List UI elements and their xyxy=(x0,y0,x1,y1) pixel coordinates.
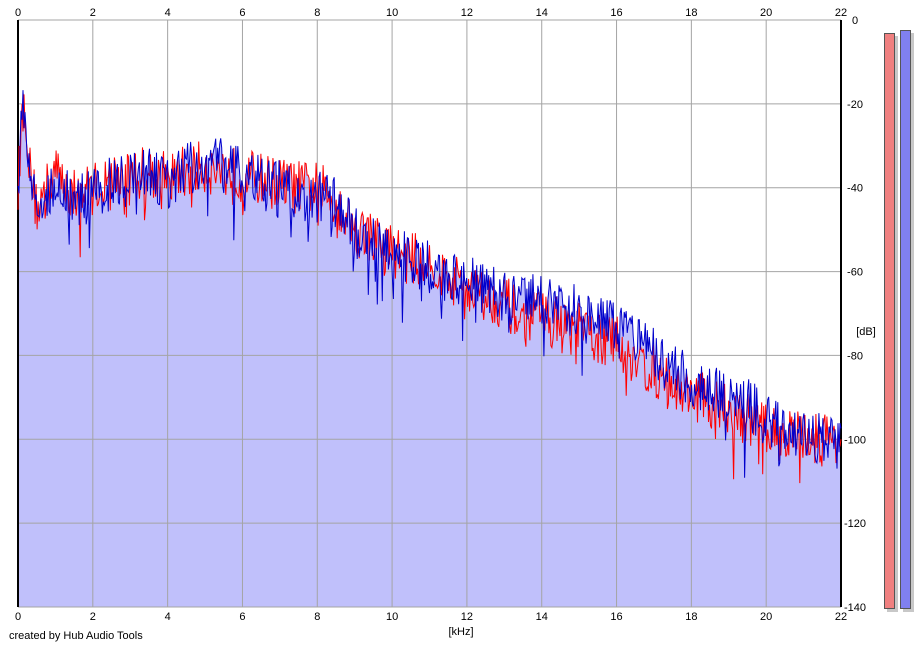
x-ticks-top: 0 2 4 6 8 10 12 14 16 18 20 22 xyxy=(15,7,847,19)
x-tick-label-bottom: 4 xyxy=(165,611,171,623)
x-tick-label-top: 12 xyxy=(461,7,473,19)
x-tick-label-top: 20 xyxy=(760,7,772,19)
x-tick-label-top: 22 xyxy=(835,7,847,19)
x-tick-label-bottom: 18 xyxy=(685,611,697,623)
x-tick-label-top: 14 xyxy=(536,7,548,19)
x-ticks-bottom: 0 2 4 6 8 10 12 14 16 18 20 22 xyxy=(15,611,847,623)
x-tick-label-bottom: 14 xyxy=(536,611,548,623)
y-tick-label: -20 xyxy=(847,99,863,111)
x-tick-label-top: 10 xyxy=(386,7,398,19)
x-axis-label: [kHz] xyxy=(448,626,473,638)
y-tick-label: -100 xyxy=(844,434,866,446)
y-tick-label: -140 xyxy=(844,602,866,614)
y-tick-label: -120 xyxy=(844,518,866,530)
y-tick-label: -40 xyxy=(847,183,863,195)
right-channel-line xyxy=(17,90,842,478)
y-axis-label: [dB] xyxy=(856,326,876,338)
spectrum-area xyxy=(18,90,841,608)
x-tick-label-bottom: 12 xyxy=(461,611,473,623)
spectrum-fill-area xyxy=(18,90,841,608)
credit-text: created by Hub Audio Tools xyxy=(9,630,143,642)
x-tick-label-bottom: 10 xyxy=(386,611,398,623)
x-tick-label-top: 2 xyxy=(90,7,96,19)
x-tick-label-bottom: 22 xyxy=(835,611,847,623)
x-tick-label-top: 18 xyxy=(685,7,697,19)
x-tick-label-top: 6 xyxy=(239,7,245,19)
grid-lines xyxy=(17,19,842,608)
x-tick-label-top: 16 xyxy=(610,7,622,19)
y-tick-label: -60 xyxy=(847,267,863,279)
x-tick-label-bottom: 6 xyxy=(239,611,245,623)
y-tick-label: -80 xyxy=(847,350,863,362)
x-tick-label-top: 0 xyxy=(15,7,21,19)
left-level-meter xyxy=(884,32,895,609)
x-tick-label-bottom: 20 xyxy=(760,611,772,623)
x-tick-label-top: 4 xyxy=(165,7,171,19)
right-level-meter xyxy=(900,30,911,609)
right-channel-series xyxy=(17,90,842,478)
x-tick-label-bottom: 2 xyxy=(90,611,96,623)
y-ticks: 0 -20 -40 -60 -80 -100 -120 -140 xyxy=(844,15,866,614)
x-tick-label-bottom: 0 xyxy=(15,611,21,623)
x-tick-label-bottom: 16 xyxy=(610,611,622,623)
x-tick-label-bottom: 8 xyxy=(314,611,320,623)
y-tick-label: 0 xyxy=(852,15,858,27)
x-tick-label-top: 8 xyxy=(314,7,320,19)
